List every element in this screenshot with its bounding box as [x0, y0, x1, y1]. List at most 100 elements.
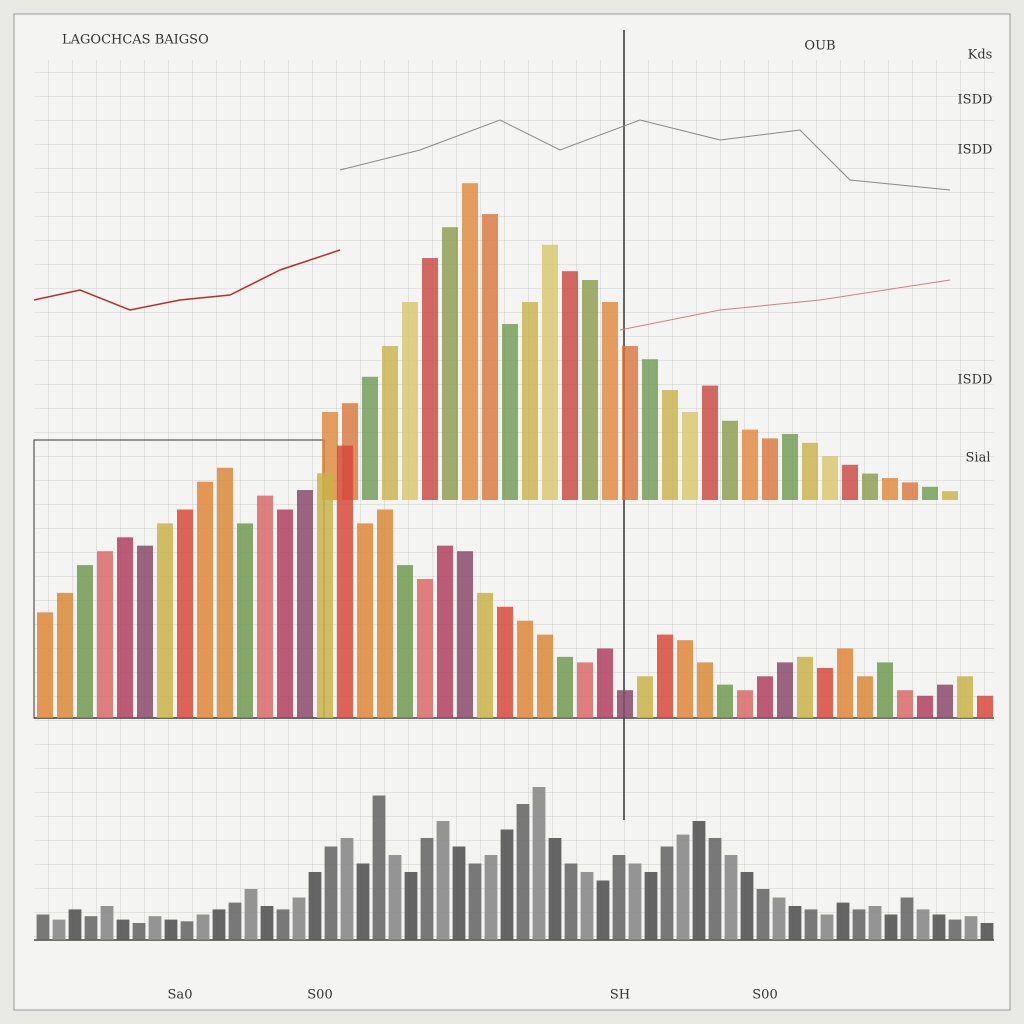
bar	[562, 271, 578, 500]
bar	[337, 445, 353, 718]
bar	[662, 390, 678, 500]
bar	[397, 565, 413, 718]
bar	[902, 482, 918, 500]
bar	[377, 509, 393, 718]
bar	[782, 434, 798, 500]
bar	[180, 921, 194, 940]
bar	[52, 919, 66, 940]
annotation: Sa0	[168, 988, 193, 1003]
bar	[628, 863, 642, 940]
bar	[217, 467, 233, 718]
bar	[532, 787, 546, 940]
bar	[777, 662, 793, 718]
bar	[548, 838, 562, 940]
decor-line	[33, 249, 341, 311]
bar	[884, 914, 898, 940]
bar	[597, 648, 613, 718]
annotation: ISDD	[958, 373, 993, 388]
bar	[276, 909, 290, 940]
bar	[697, 662, 713, 718]
annotation: S00	[307, 988, 332, 1003]
bar	[97, 551, 113, 718]
bar	[857, 676, 873, 718]
bar	[362, 376, 378, 500]
bar	[882, 478, 898, 500]
bar	[516, 804, 530, 940]
bar	[842, 464, 858, 500]
bar	[642, 359, 658, 500]
bar	[837, 648, 853, 718]
bar	[292, 897, 306, 940]
annotation: OUB	[804, 39, 835, 54]
bar	[340, 838, 354, 940]
bar	[324, 846, 338, 940]
bar	[692, 821, 706, 940]
bar	[937, 684, 953, 718]
bar	[817, 667, 833, 718]
bar	[356, 863, 370, 940]
bar	[564, 863, 578, 940]
bar	[137, 545, 153, 718]
annotation: ISDD	[958, 143, 993, 158]
bar	[957, 676, 973, 718]
bar	[622, 346, 638, 500]
bar	[677, 640, 693, 718]
bar	[452, 846, 466, 940]
bar	[68, 909, 82, 940]
bar	[437, 545, 453, 718]
bar	[100, 906, 114, 940]
bar	[542, 244, 558, 500]
bar	[116, 919, 130, 940]
bar	[644, 872, 658, 940]
annotation: SH	[610, 988, 630, 1003]
bar	[722, 420, 738, 500]
bar	[836, 902, 850, 940]
bar	[402, 302, 418, 500]
bar	[702, 385, 718, 500]
decor-line	[339, 119, 951, 191]
bar	[922, 486, 938, 500]
bar	[197, 481, 213, 718]
bar	[708, 838, 722, 940]
bar	[308, 872, 322, 940]
bar	[657, 634, 673, 718]
bar	[177, 509, 193, 718]
bar	[260, 906, 274, 940]
bar	[228, 902, 242, 940]
bar	[482, 214, 498, 500]
bar	[517, 620, 533, 718]
annotation: Sial	[966, 451, 991, 466]
bar	[500, 829, 514, 940]
annotation: ISDD	[958, 93, 993, 108]
bar	[237, 523, 253, 718]
bar	[388, 855, 402, 940]
bar	[417, 579, 433, 718]
bar	[964, 916, 978, 940]
annotation: S00	[752, 988, 777, 1003]
bar	[84, 916, 98, 940]
bar	[852, 909, 866, 940]
bar	[244, 889, 258, 940]
bar	[916, 909, 930, 940]
bar	[277, 509, 293, 718]
bar	[682, 412, 698, 500]
bar	[317, 473, 333, 718]
bar	[404, 872, 418, 940]
bar	[724, 855, 738, 940]
bar	[802, 442, 818, 500]
bar	[602, 302, 618, 500]
bar	[57, 592, 73, 718]
bar	[502, 324, 518, 500]
bar	[357, 523, 373, 718]
bar	[822, 456, 838, 500]
bar	[868, 906, 882, 940]
bar	[820, 914, 834, 940]
bar	[36, 914, 50, 940]
bar	[477, 592, 493, 718]
bar	[772, 897, 786, 940]
bar	[797, 656, 813, 718]
bar	[788, 906, 802, 940]
title: LAGOCHCAS BAIGSO	[62, 33, 209, 48]
bar	[877, 662, 893, 718]
bar	[580, 872, 594, 940]
